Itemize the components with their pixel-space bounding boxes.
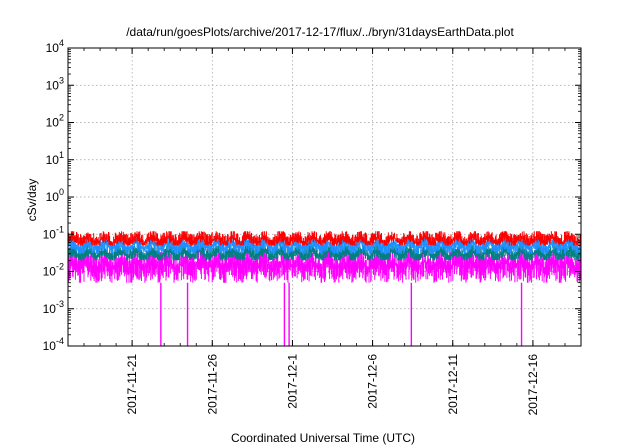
y-axis-title: cSv/day: [25, 179, 39, 222]
y-tick-exponent: 2: [59, 113, 64, 123]
x-axis-title: Coordinated Universal Time (UTC): [231, 431, 415, 445]
y-tick-exponent: 1: [59, 150, 64, 160]
y-tick-exponent: 3: [59, 75, 64, 85]
y-tick-exponent: -2: [56, 262, 64, 272]
x-tick-label: 2017-12-6: [366, 354, 380, 409]
y-tick-label: 100: [46, 187, 64, 204]
y-tick-label: 103: [46, 75, 64, 92]
y-tick-exponent: -1: [56, 224, 64, 234]
x-tick-label: 2017-12-1: [285, 354, 299, 409]
data-series: [67, 231, 582, 346]
y-tick-label: 10-1: [43, 224, 64, 241]
y-tick-label: 101: [46, 150, 64, 167]
x-tick-label: 2017-11-21: [125, 354, 139, 415]
y-tick-label: 10-4: [43, 336, 64, 353]
y-tick-label: 104: [46, 38, 64, 55]
y-tick-label: 102: [46, 113, 64, 130]
y-tick-exponent: 0: [59, 187, 64, 197]
y-tick-exponent: -3: [56, 299, 64, 309]
y-tick-label: 10-2: [43, 262, 64, 279]
x-tick-label: 2017-12-16: [526, 354, 540, 416]
chart-title: /data/run/goesPlots/archive/2017-12-17/f…: [126, 25, 514, 39]
y-tick-exponent: -4: [56, 336, 64, 346]
y-tick-exponent: 4: [59, 38, 64, 48]
x-tick-label: 2017-11-26: [205, 354, 219, 415]
axes: 10-410-310-210-11001011021031042017-11-2…: [43, 38, 582, 416]
x-tick-label: 2017-12-11: [446, 354, 460, 415]
grid: [68, 48, 581, 346]
y-tick-label: 10-3: [43, 299, 64, 316]
